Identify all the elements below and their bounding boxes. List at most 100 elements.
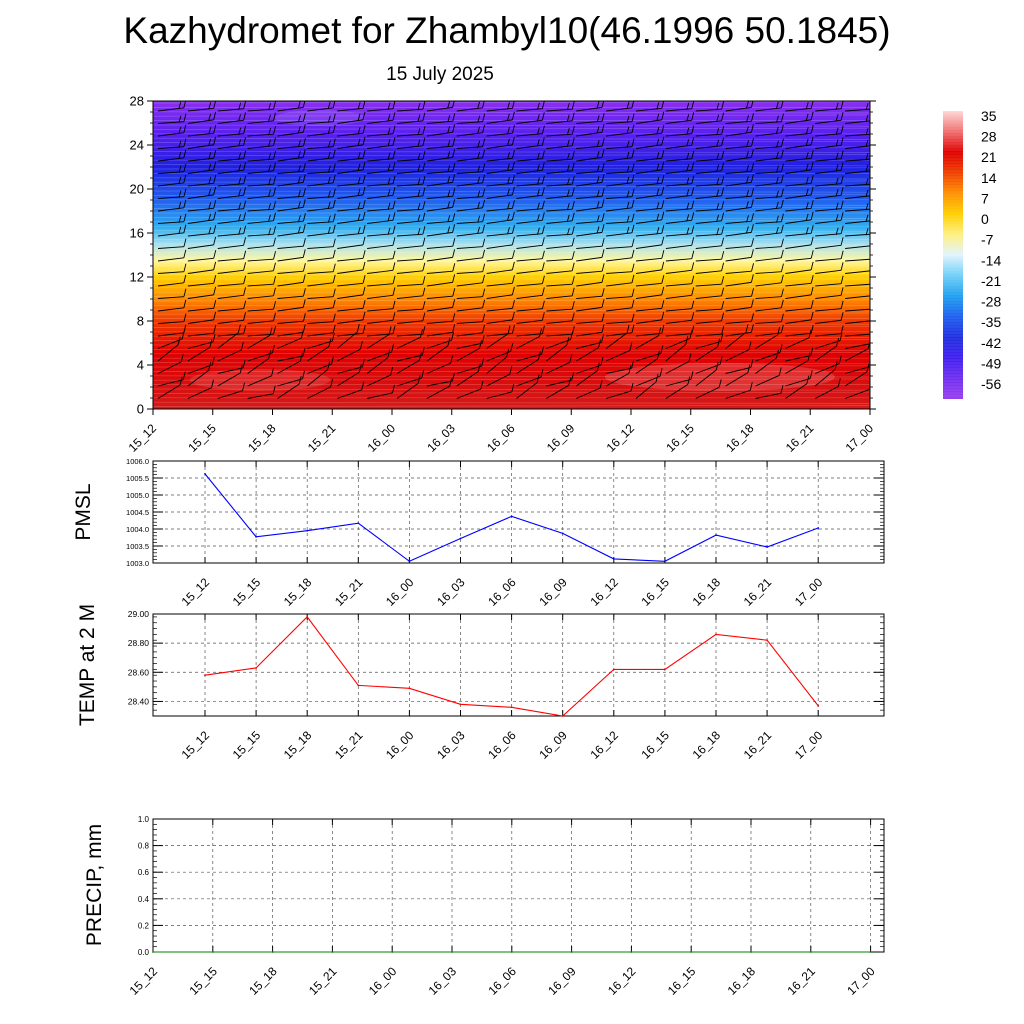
wind-barb-flag: [750, 174, 754, 183]
wind-barb-flag: [596, 151, 600, 159]
wind-barb: [277, 170, 304, 174]
wind-barb-flag: [901, 313, 903, 321]
wind-barb-flag: [388, 326, 392, 335]
wind-barb: [815, 208, 842, 212]
wind-barb: [635, 352, 661, 362]
wind-barb: [277, 131, 304, 137]
wind-barb: [157, 107, 184, 112]
wind-barb-flag: [840, 312, 844, 321]
wind-barb-flag: [507, 227, 510, 235]
wind-barb-flag: [805, 113, 809, 122]
wind-barb-flag: [751, 138, 754, 147]
y-tick-label: 28.80: [128, 638, 150, 648]
wind-barb: [426, 170, 453, 174]
wind-barb-flag: [447, 226, 451, 234]
wind-barb-flag: [208, 152, 212, 160]
wind-barb-flag: [422, 137, 426, 146]
wind-barb-flag: [541, 250, 545, 259]
wind-barb: [217, 258, 244, 262]
wind-barb-flag: [392, 275, 396, 284]
wind-barb-flag: [571, 372, 575, 381]
wind-barb: [785, 294, 812, 299]
wind-barb-flag: [332, 138, 336, 147]
wind-barb-flag: [751, 163, 754, 172]
wind-barb-flag: [213, 225, 217, 234]
wind-barb-flag: [897, 326, 899, 334]
wind-barb: [367, 283, 394, 287]
wind-barb-flag: [362, 200, 366, 209]
wind-barb-flag: [656, 163, 660, 172]
wind-barb: [157, 271, 184, 274]
wind-barb: [486, 157, 513, 162]
wind-barb: [815, 283, 842, 287]
wind-barb: [307, 271, 334, 274]
wind-barb: [546, 295, 573, 299]
wind-barb: [546, 320, 573, 324]
wind-barb-flag: [536, 227, 540, 235]
wind-barb: [486, 194, 513, 199]
wind-barb: [247, 145, 274, 149]
wind-barb-flag: [273, 126, 276, 135]
contour-line: [153, 167, 870, 170]
wind-barb: [845, 283, 870, 287]
wind-barb-flag: [243, 200, 247, 209]
wind-barb-flag: [511, 236, 515, 245]
wind-barb: [396, 158, 423, 162]
wind-barb-flag: [541, 225, 545, 234]
wind-barb-flag: [805, 177, 809, 185]
wind-barb-flag: [536, 214, 540, 222]
wind-barb: [785, 107, 812, 112]
wind-barb: [516, 353, 542, 362]
x-tick-label: 16_15: [639, 728, 673, 762]
wind-barb: [337, 332, 364, 337]
wind-barb-flag: [327, 165, 331, 173]
wind-barb-flag: [452, 188, 456, 197]
wind-barb-flag: [746, 115, 749, 123]
wind-barb: [396, 354, 423, 362]
wind-barb: [366, 357, 389, 374]
wind-barb-flag: [656, 113, 660, 122]
wind-barb-flag: [213, 111, 217, 120]
wind-barb-flag: [780, 149, 784, 158]
wind-barb-flag: [477, 201, 480, 209]
wind-barb: [606, 271, 633, 274]
wind-barb-flag: [243, 175, 247, 184]
wind-barb: [307, 332, 334, 337]
wind-barb: [456, 196, 483, 199]
wind-barb: [516, 336, 540, 349]
wind-barb: [576, 106, 603, 112]
wind-barb-flag: [422, 101, 426, 110]
wind-barb-flag: [302, 124, 306, 133]
wind-barb-flag: [751, 213, 754, 222]
colorbar-label: -14: [981, 252, 1001, 268]
wind-barb-flag: [482, 138, 486, 147]
wind-barb-flag: [721, 126, 725, 135]
wind-barb: [725, 331, 752, 337]
data-point: [211, 951, 214, 953]
wind-barb-flag: [482, 113, 486, 122]
wind-barb-flag: [302, 138, 306, 147]
wind-barb-flag: [178, 176, 182, 184]
wind-barb-flag: [691, 300, 695, 309]
wind-barb-flag: [242, 359, 246, 368]
wind-barb: [337, 219, 364, 224]
wind-barb: [396, 170, 423, 174]
wind-barb: [725, 372, 749, 387]
wind-barb-flag: [901, 188, 903, 196]
wind-barb-flag: [537, 351, 541, 360]
wind-barb-flag: [716, 203, 720, 211]
wind-barb: [217, 294, 244, 299]
wind-barb: [665, 283, 692, 287]
wind-barb: [337, 371, 360, 387]
wind-barb-flag: [750, 224, 754, 233]
wind-barb: [546, 258, 573, 262]
wind-barb: [576, 320, 603, 324]
wind-barb-flag: [332, 249, 336, 258]
wind-barb-flag: [327, 361, 331, 370]
wind-barb: [785, 194, 812, 199]
wind-barb-flag: [536, 127, 540, 135]
wind-barb-flag: [750, 324, 754, 333]
wind-barb: [606, 232, 632, 237]
wind-barb: [844, 348, 869, 362]
wind-barb-flag: [751, 288, 754, 297]
